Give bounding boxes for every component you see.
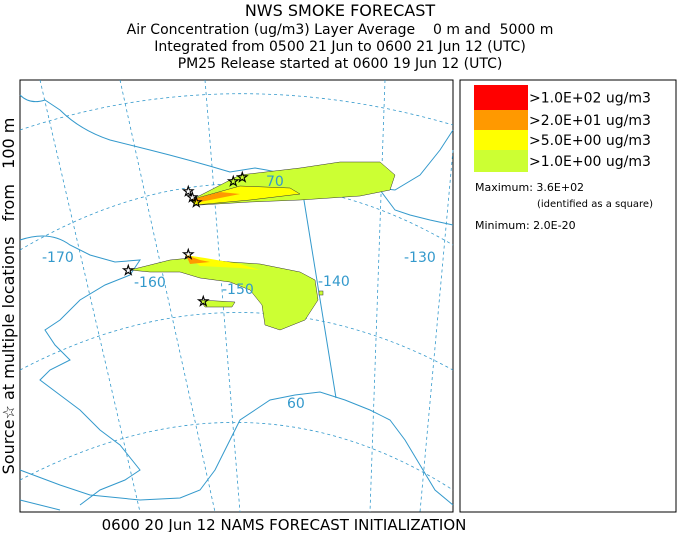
legend-swatch xyxy=(474,85,528,110)
legend-swatch xyxy=(474,110,528,130)
longitude-label: -130 xyxy=(404,250,436,266)
svg-text:☆: ☆ xyxy=(227,174,240,190)
longitude-label: -160 xyxy=(134,275,166,291)
source-label: Source☆ at multiple locations from 100 m xyxy=(0,118,18,475)
footer: 0600 20 Jun 12 NAMS FORECAST INITIALIZAT… xyxy=(102,516,467,532)
svg-text:☆: ☆ xyxy=(182,247,195,263)
svg-text:☆: ☆ xyxy=(197,294,210,310)
coastline xyxy=(19,391,454,506)
title: NWS SMOKE FORECAST xyxy=(245,1,436,20)
latitude-label: 60 xyxy=(287,396,305,412)
coastline xyxy=(19,499,61,511)
svg-text:☆: ☆ xyxy=(186,190,199,206)
max-note: (identified as a square) xyxy=(537,199,653,210)
longitude-label: -170 xyxy=(42,250,74,266)
subtitle: Air Concentration (ug/m3) Layer Average … xyxy=(127,22,554,38)
maximum: Maximum: 3.6E+02 xyxy=(475,181,584,194)
sources: ☆☆☆ ☆☆ ☆☆☆ xyxy=(122,170,249,311)
svg-text:☆: ☆ xyxy=(182,184,195,200)
longitude-label: -150 xyxy=(222,282,254,298)
legend-swatch xyxy=(474,150,528,172)
coastline xyxy=(379,189,454,226)
subtitle: Integrated from 0500 21 Jun to 0600 21 J… xyxy=(154,39,526,55)
legend-label: >5.0E+00 ug/m3 xyxy=(529,133,651,149)
legend-label: >1.0E+02 ug/m3 xyxy=(529,91,651,107)
legend-label: >2.0E+01 ug/m3 xyxy=(529,113,651,129)
legend: >1.0E+02 ug/m3 >2.0E+01 ug/m3 >5.0E+00 ug/… xyxy=(474,85,651,172)
legend-label: >1.0E+00 ug/m3 xyxy=(529,154,651,170)
coastline xyxy=(19,235,141,506)
subtitle: PM25 Release started at 0600 19 Jun 12 (… xyxy=(178,56,503,72)
svg-text:☆: ☆ xyxy=(236,170,249,186)
latitude-label: 70 xyxy=(266,174,284,190)
minimum: Minimum: 2.0E-20 xyxy=(475,219,576,232)
legend-swatch xyxy=(474,130,528,150)
longitude-label: -140 xyxy=(318,274,350,290)
plumes xyxy=(129,161,396,331)
svg-text:☆: ☆ xyxy=(190,195,203,211)
svg-text:☆: ☆ xyxy=(122,263,135,279)
map-frame xyxy=(19,79,454,513)
